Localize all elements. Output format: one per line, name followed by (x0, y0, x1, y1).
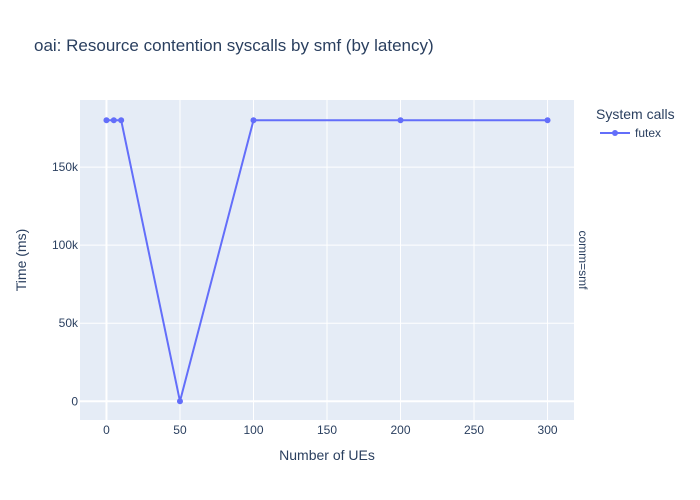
x-tick-label: 200 (390, 423, 410, 437)
y-tick-label: 150k (52, 160, 79, 174)
x-tick-label: 250 (464, 423, 484, 437)
data-point[interactable] (544, 117, 551, 124)
x-axis-title: Number of UEs (279, 447, 375, 463)
data-point[interactable] (118, 117, 125, 124)
legend-marker-swatch (612, 130, 618, 136)
x-tick-label: 300 (538, 423, 558, 437)
x-tick-label: 50 (173, 423, 187, 437)
grid-lines (80, 100, 574, 420)
legend-label-futex: futex (635, 126, 661, 140)
x-axis-ticks: 0 50 100 150 200 250 300 (103, 423, 558, 437)
y-axis-ticks: 0 50k 100k 150k (52, 160, 79, 408)
y-tick-label: 0 (71, 394, 78, 408)
data-point[interactable] (110, 117, 117, 124)
x-tick-label: 100 (243, 423, 263, 437)
x-tick-label: 0 (103, 423, 110, 437)
data-point[interactable] (397, 117, 404, 124)
legend: System calls futex (596, 106, 675, 140)
data-point[interactable] (103, 117, 110, 124)
x-tick-label: 150 (317, 423, 337, 437)
y-tick-label: 100k (52, 238, 79, 252)
chart-title: oai: Resource contention syscalls by smf… (34, 36, 434, 55)
y-tick-label: 50k (59, 316, 79, 330)
legend-item-futex[interactable]: futex (600, 126, 661, 140)
data-point[interactable] (176, 398, 183, 405)
facet-label: comm=smf (576, 230, 590, 290)
series-layer (103, 117, 551, 405)
legend-title: System calls (596, 106, 675, 122)
data-point[interactable] (250, 117, 257, 124)
y-axis-title: Time (ms) (13, 229, 29, 291)
